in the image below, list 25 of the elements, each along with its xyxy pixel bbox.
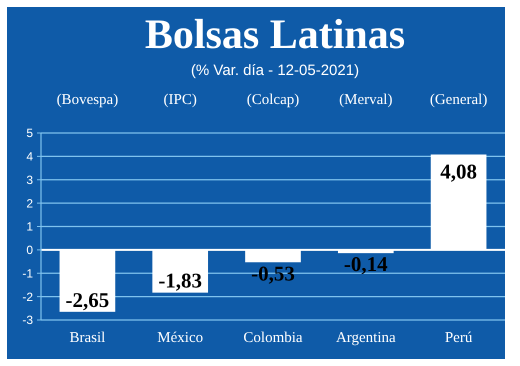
- x-tick-label: México: [157, 330, 204, 346]
- text: (IPC): [164, 92, 197, 108]
- data-label: -0,14: [344, 252, 388, 276]
- data-label: -1,83: [158, 268, 202, 293]
- y-tick-label: -3: [22, 313, 34, 328]
- data-label: -2,65: [66, 288, 110, 312]
- text: (Bovespa): [56, 92, 118, 108]
- text: (General): [430, 92, 488, 108]
- data-label: 4,08: [440, 160, 477, 184]
- text: (Colcap): [246, 92, 300, 108]
- text: (Merval): [339, 92, 392, 108]
- chart-title: Bolsas Latinas: [144, 12, 406, 58]
- x-tick-label: Colombia: [243, 330, 303, 346]
- y-tick-label: 1: [26, 220, 34, 234]
- y-tick-label: 0: [26, 243, 34, 258]
- x-tick-label: Argentina: [336, 330, 396, 346]
- chart-subtitle: (% Var. día - 12-05-2021): [190, 62, 360, 79]
- y-tick-label: 2: [26, 196, 34, 210]
- x-tick-label: Brasil: [69, 330, 106, 346]
- y-tick-label: 5: [26, 126, 34, 140]
- y-tick-label: 3: [26, 172, 34, 187]
- y-tick-label: -2: [22, 290, 34, 304]
- y-tick-label: 4: [26, 150, 34, 164]
- y-tick-label: -1: [22, 266, 34, 280]
- x-tick-label: Perú: [444, 330, 473, 346]
